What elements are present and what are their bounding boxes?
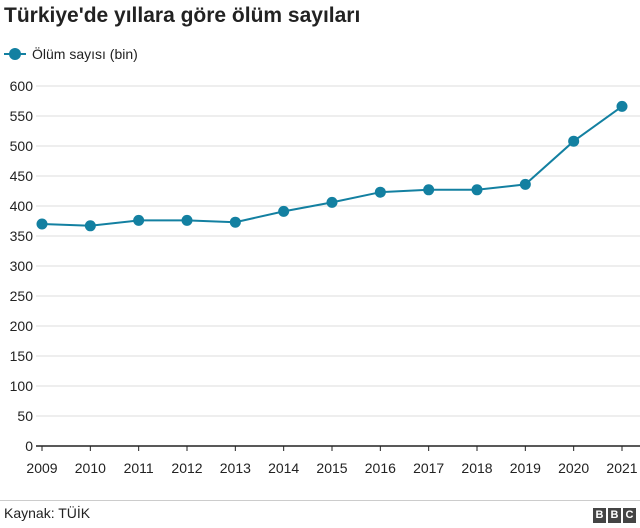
data-point <box>278 205 290 217</box>
x-tick-label: 2014 <box>268 460 299 476</box>
y-tick-label: 450 <box>10 168 34 184</box>
data-point <box>133 214 145 226</box>
legend: Ölüm sayısı (bin) <box>4 44 138 64</box>
x-tick-label: 2017 <box>413 460 444 476</box>
data-point <box>326 196 338 208</box>
data-point <box>519 178 531 190</box>
x-tick-label: 2020 <box>558 460 589 476</box>
x-tick-label: 2021 <box>606 460 637 476</box>
x-tick-label: 2009 <box>26 460 57 476</box>
logo-letter: B <box>608 508 621 523</box>
y-tick-label: 0 <box>25 438 33 454</box>
y-tick-label: 50 <box>17 408 33 424</box>
x-tick-label: 2018 <box>461 460 492 476</box>
data-point <box>616 100 628 112</box>
series-layer <box>36 100 628 232</box>
source-note: Kaynak: TÜİK <box>4 505 91 521</box>
chart-title: Türkiye'de yıllara göre ölüm sayıları <box>4 4 361 27</box>
logo-letter: C <box>623 508 636 523</box>
x-tick-label: 2012 <box>171 460 202 476</box>
footer-divider <box>0 500 640 501</box>
y-tick-label: 300 <box>10 258 34 274</box>
legend-marker-icon <box>4 48 26 60</box>
x-tick-label: 2015 <box>316 460 347 476</box>
data-point <box>568 135 580 147</box>
logo-letter: B <box>593 508 606 523</box>
line-chart: 0 50 100 150 200 250 300 350 400 450 500 550 600 200… <box>10 78 640 476</box>
y-tick-label: 250 <box>10 288 34 304</box>
y-tick-label: 100 <box>10 378 34 394</box>
y-tick-label: 550 <box>10 108 34 124</box>
y-axis-ticks: 0 50 100 150 200 250 300 350 400 450 500 550 600 <box>10 78 34 454</box>
y-tick-label: 200 <box>10 318 34 334</box>
data-point <box>471 184 483 196</box>
y-tick-label: 500 <box>10 138 34 154</box>
x-axis-ticks: 2009 2010 2011 2012 2013 2014 2015 2016 2017 2018… <box>26 446 638 476</box>
x-tick-label: 2010 <box>75 460 106 476</box>
x-tick-label: 2019 <box>510 460 541 476</box>
legend-dot <box>9 48 21 60</box>
data-point <box>229 216 241 228</box>
data-point <box>423 184 435 196</box>
data-point <box>84 220 96 232</box>
data-point <box>374 186 386 198</box>
y-tick-label: 350 <box>10 228 34 244</box>
y-tick-label: 600 <box>10 78 34 94</box>
data-point <box>36 218 48 230</box>
x-tick-label: 2011 <box>124 460 154 476</box>
x-tick-label: 2013 <box>220 460 251 476</box>
bbc-logo: B B C <box>593 508 636 523</box>
y-tick-label: 150 <box>10 348 34 364</box>
gridlines <box>36 85 640 447</box>
legend-label: Ölüm sayısı (bin) <box>32 46 138 62</box>
y-tick-label: 400 <box>10 198 34 214</box>
x-tick-label: 2016 <box>365 460 396 476</box>
data-point <box>181 214 193 226</box>
